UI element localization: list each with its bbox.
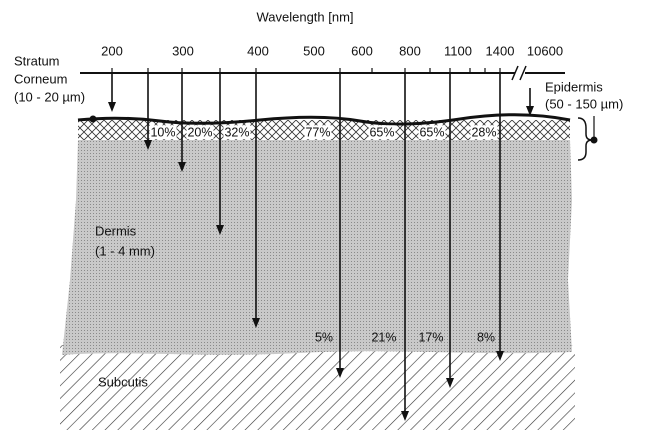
skin-penetration-diagram: Wavelength [nm] Stratum Corneum (10 - 20…: [0, 0, 646, 430]
layer-label: Epidermis: [545, 79, 603, 94]
wavelength-tick-label: 200: [101, 43, 123, 58]
transmission-label: 17%: [418, 330, 443, 344]
transmission-label: 28%: [471, 125, 496, 139]
wavelength-tick-label: 500: [303, 43, 325, 58]
layer-label: (10 - 20 µm): [14, 89, 85, 104]
transmission-label: 65%: [369, 125, 394, 139]
wavelength-tick-label: 1100: [444, 43, 472, 58]
wavelength-tick-label: 300: [172, 43, 194, 58]
wavelength-tick-label: 600: [351, 43, 373, 58]
transmission-label: 20%: [187, 125, 212, 139]
wavelength-tick-label: 800: [399, 43, 421, 58]
layer-label: (1 - 4 mm): [95, 243, 155, 258]
layer-label: Subcutis: [98, 374, 148, 389]
transmission-label: 32%: [224, 125, 249, 139]
transmission-label: 8%: [477, 330, 495, 344]
layer-label: Dermis: [95, 223, 137, 238]
transmission-label: 65%: [419, 125, 444, 139]
transmission-label: 21%: [371, 330, 396, 344]
transmission-label: 77%: [305, 125, 330, 139]
wavelength-tick-label: 400: [247, 43, 269, 58]
layer-label: Corneum: [14, 71, 67, 86]
wavelength-tick-label: 1400: [486, 43, 515, 58]
transmission-label: 5%: [315, 330, 333, 344]
transmission-label: 10%: [150, 125, 175, 139]
layer-label: (50 - 150 µm): [545, 96, 623, 111]
wavelength-tick-label: 10600: [527, 43, 563, 58]
title: Wavelength [nm]: [256, 9, 353, 24]
epidermis-brace: [578, 118, 592, 160]
arrow-head: [108, 102, 116, 112]
stratum-dot: [90, 116, 97, 123]
layer-label: Stratum: [14, 53, 60, 68]
